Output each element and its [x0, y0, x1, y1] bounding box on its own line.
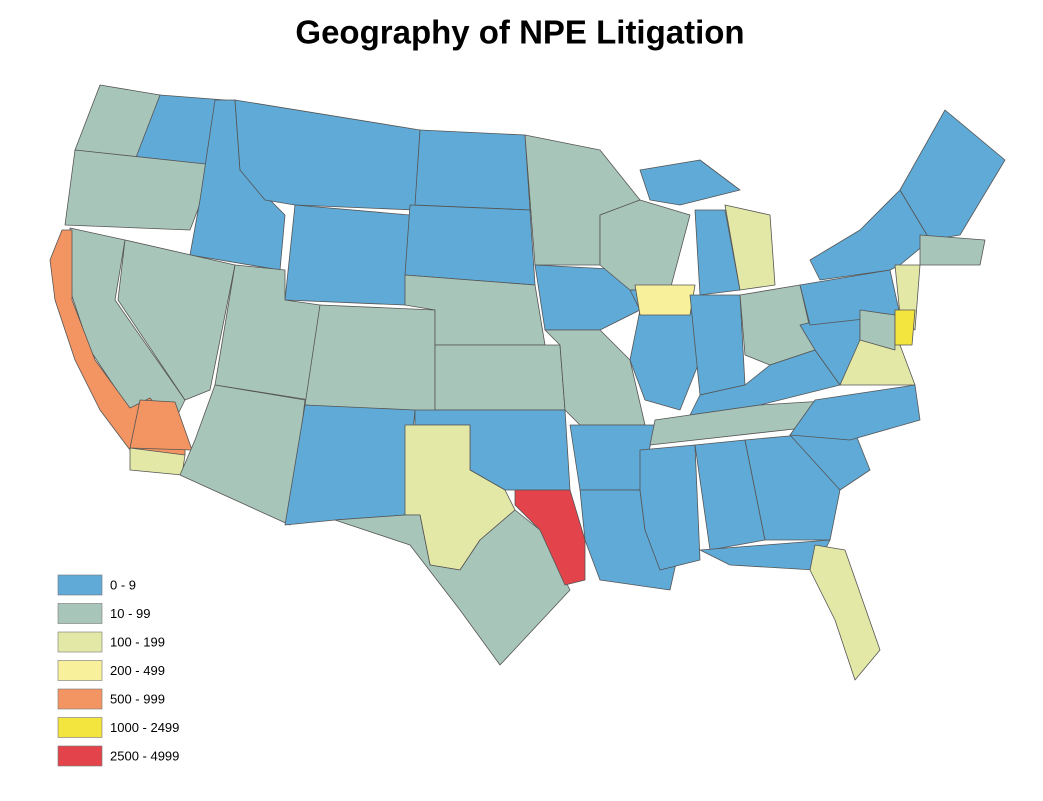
legend-label: 200 - 499: [110, 663, 165, 678]
region: [405, 205, 535, 285]
region: [895, 310, 915, 345]
legend-swatch: [58, 632, 102, 652]
region: [305, 305, 435, 415]
legend-label: 500 - 999: [110, 691, 165, 706]
legend-swatch: [58, 604, 102, 624]
legend-label: 1000 - 2499: [110, 720, 179, 735]
legend-swatch: [58, 661, 102, 681]
region: [285, 405, 415, 525]
region: [415, 130, 530, 210]
legend-label: 0 - 9: [110, 577, 136, 592]
region: [920, 235, 985, 265]
region: [435, 345, 565, 410]
map-figure: Geography of NPE Litigation 0 - 9 10 - 99…: [0, 0, 1043, 801]
region: [635, 285, 695, 315]
legend-label: 10 - 99: [110, 606, 150, 621]
page: Geography of NPE Litigation 0 - 9 10 - 99…: [0, 0, 1043, 801]
legend-label: 100 - 199: [110, 634, 165, 649]
legend-swatch: [58, 689, 102, 709]
legend-swatch: [58, 746, 102, 766]
legend-swatch: [58, 718, 102, 738]
map-title: Geography of NPE Litigation: [295, 14, 744, 51]
legend-label: 2500 - 4999: [110, 748, 179, 763]
region: [690, 295, 745, 395]
legend-swatch: [58, 575, 102, 595]
region: [285, 205, 410, 305]
